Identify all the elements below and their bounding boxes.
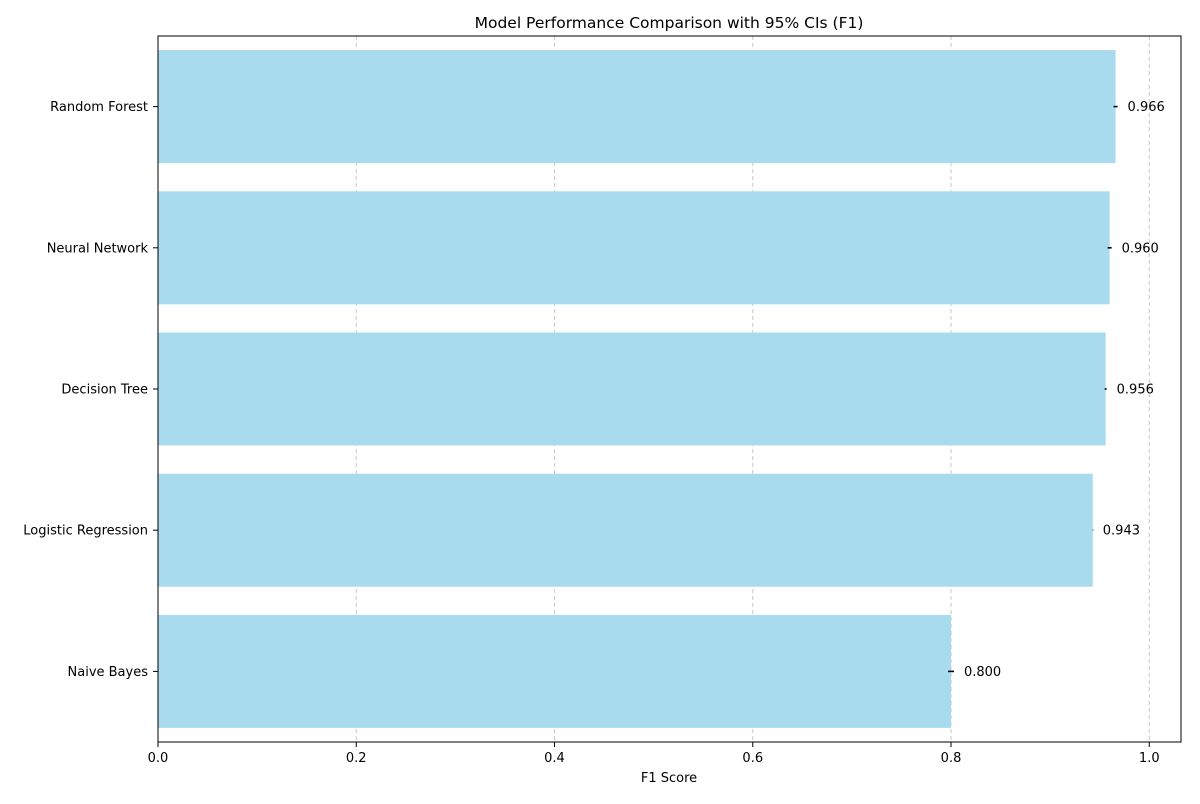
bars <box>158 50 1116 728</box>
bar <box>158 473 1093 587</box>
bar <box>158 50 1116 164</box>
y-tick-label: Random Forest <box>50 100 148 115</box>
x-tick-label: 1.0 <box>1139 751 1160 766</box>
bar <box>158 191 1110 305</box>
x-tick-label: 0.0 <box>148 751 169 766</box>
x-axis: 0.0 0.2 0.4 0.6 0.8 1.0 <box>148 742 1160 766</box>
y-tick-label: Neural Network <box>47 241 149 256</box>
bar <box>158 614 952 728</box>
y-tick-label: Decision Tree <box>61 383 148 398</box>
x-tick-label: 0.6 <box>742 751 763 766</box>
error-bars <box>948 105 1118 673</box>
value-label: 0.956 <box>1117 383 1154 398</box>
chart-title: Model Performance Comparison with 95% CI… <box>475 14 864 32</box>
x-axis-title: F1 Score <box>641 771 697 786</box>
value-label: 0.960 <box>1122 241 1159 256</box>
value-labels: 0.966 0.960 0.956 0.943 0.800 <box>964 100 1165 680</box>
y-tick-label: Naive Bayes <box>68 665 149 680</box>
y-axis: Random Forest Neural Network Decision Tree… <box>23 100 158 680</box>
x-tick-label: 0.4 <box>544 751 565 766</box>
value-label: 0.943 <box>1103 524 1140 539</box>
bar <box>158 332 1106 446</box>
value-label: 0.966 <box>1128 100 1165 115</box>
y-tick-label: Logistic Regression <box>23 524 148 539</box>
value-label: 0.800 <box>964 665 1001 680</box>
x-tick-label: 0.2 <box>346 751 367 766</box>
x-tick-label: 0.8 <box>941 751 962 766</box>
